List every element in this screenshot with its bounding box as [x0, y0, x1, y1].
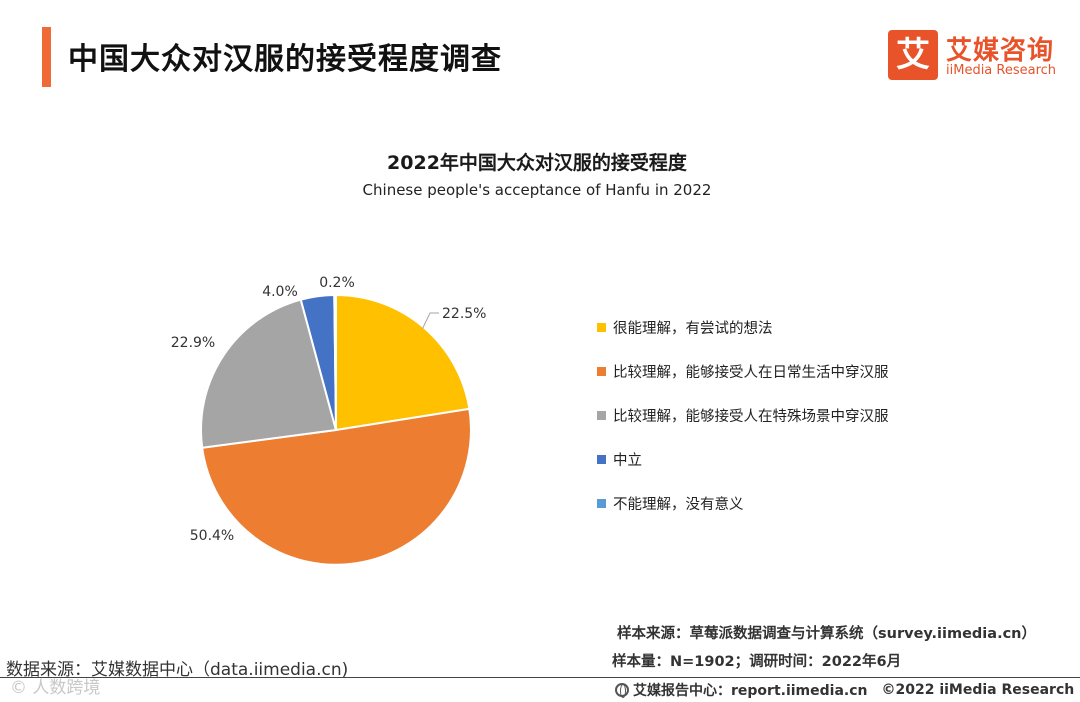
- footer-copyright: ©2022 iiMedia Research Inc: [881, 682, 1080, 698]
- pie-data-label: 22.5%: [442, 306, 486, 322]
- legend-item: 比较理解，能够接受人在特殊场景中穿汉服: [597, 404, 889, 426]
- pie-slice: [199, 298, 338, 449]
- sample-source-note: 样本来源：草莓派数据调查与计算系统（survey.iimedia.cn）: [617, 626, 1036, 642]
- footer-divider: [0, 677, 1080, 678]
- pie-leader-line: [421, 312, 439, 330]
- title-accent-bar: [42, 27, 51, 87]
- legend-swatch: [597, 410, 606, 420]
- data-source-note: 数据来源：艾媒数据中心（data.iimedia.cn): [6, 660, 349, 680]
- legend-swatch: [597, 366, 606, 376]
- legend-item: 很能理解，有尝试的想法: [597, 316, 889, 338]
- footer-report-center[interactable]: 艾媒报告中心：report.iimedia.cn: [633, 683, 868, 699]
- pie-data-label: 22.9%: [171, 335, 215, 351]
- footer: 艾媒报告中心：report.iimedia.cn ©2022 iiMedia R…: [615, 680, 1080, 700]
- legend-label: 很能理解，有尝试的想法: [613, 320, 773, 337]
- sample-size-note: 样本量：N=1902；调研时间：2022年6月: [612, 654, 902, 670]
- pie-data-label: 4.0%: [262, 284, 298, 300]
- pie-data-label: 50.4%: [190, 528, 234, 544]
- logo-en-text: iiMedia Research: [946, 63, 1057, 78]
- legend-swatch: [597, 498, 606, 508]
- legend-label: 比较理解，能够接受人在日常生活中穿汉服: [613, 364, 889, 381]
- legend-label: 不能理解，没有意义: [613, 496, 744, 513]
- legend-label: 比较理解，能够接受人在特殊场景中穿汉服: [613, 408, 889, 425]
- pie-data-label: 0.2%: [319, 275, 355, 291]
- logo-mark: 艾: [888, 30, 938, 80]
- legend-item: 比较理解，能够接受人在日常生活中穿汉服: [597, 360, 889, 382]
- legend-item: 中立: [597, 448, 889, 470]
- chart-legend: 很能理解，有尝试的想法 比较理解，能够接受人在日常生活中穿汉服 比较理解，能够接…: [597, 316, 889, 536]
- legend-label: 中立: [613, 452, 642, 469]
- legend-swatch: [597, 454, 606, 464]
- pie-slice: [201, 407, 472, 566]
- iimedia-logo: 艾 艾媒咨询 iiMedia Research: [888, 30, 1068, 82]
- legend-item: 不能理解，没有意义: [597, 492, 889, 514]
- legend-swatch: [597, 322, 606, 332]
- page-title: 中国大众对汉服的接受程度调查: [68, 42, 502, 77]
- logo-cn-text: 艾媒咨询: [946, 36, 1055, 66]
- chart-title: 2022年中国大众对汉服的接受程度: [387, 152, 687, 174]
- watermark: © 人数跨境: [10, 678, 101, 698]
- pie-slice: [333, 293, 337, 431]
- chart-subtitle: Chinese people's acceptance of Hanfu in …: [362, 181, 712, 199]
- globe-icon: [615, 683, 629, 698]
